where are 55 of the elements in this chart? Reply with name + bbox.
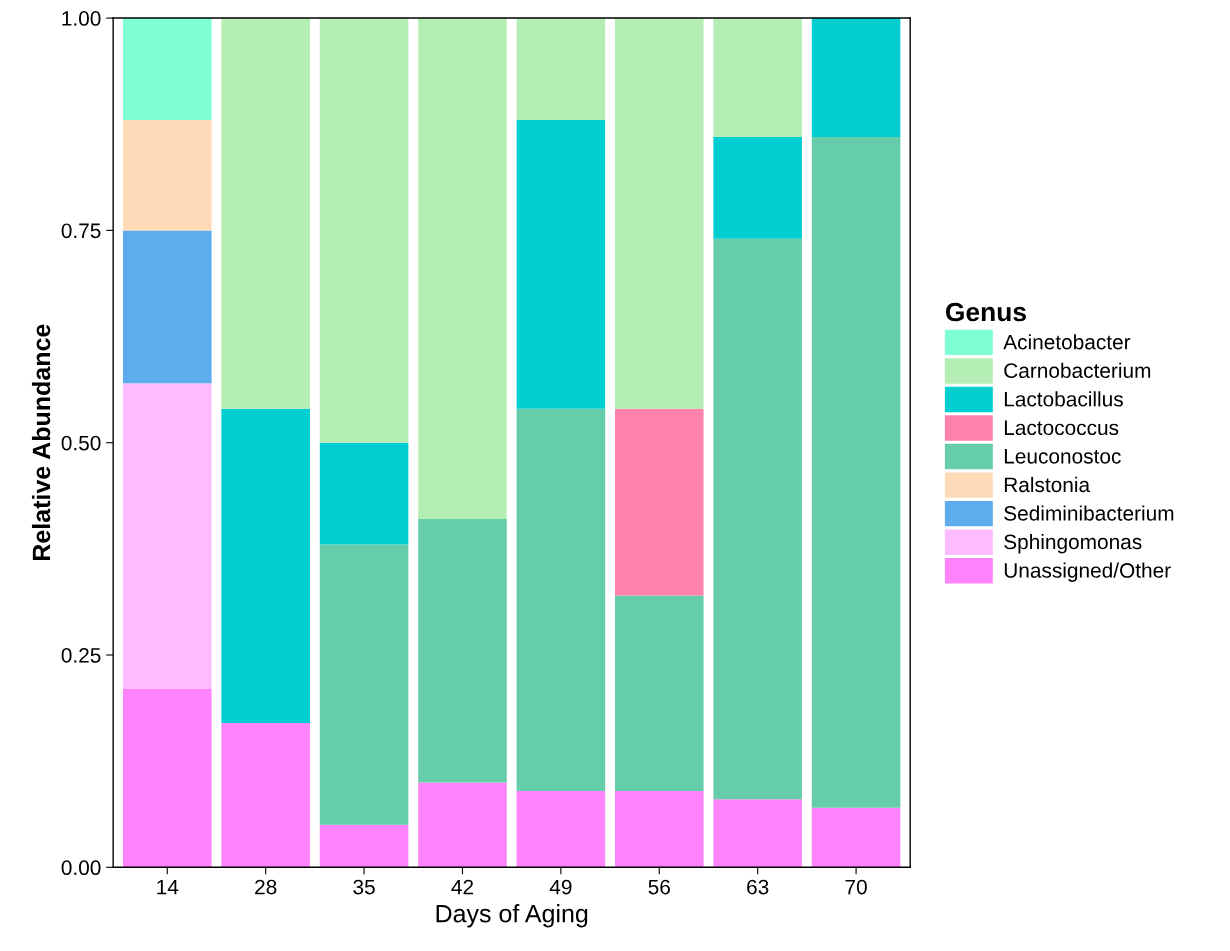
bar [123,383,212,689]
y-axis-title: Relative Abundance [31,324,51,561]
legend-label: Unassigned/Other [1004,562,1171,582]
legend-label: Carnobacterium [1004,362,1151,379]
bar [811,136,901,808]
y-tick-label: 1.00 [62,11,101,26]
x-tick-label: 63 [747,879,769,895]
x-tick-label: 35 [353,879,375,895]
x-tick-label: 42 [451,879,474,895]
y-tick-label: 0.50 [61,435,101,451]
bar [516,119,606,409]
legend-label: Leuconostoc [1004,449,1121,464]
bar [319,18,409,443]
bar [418,519,507,783]
legend-label: Sediminibacterium [1004,505,1174,521]
bar [319,824,409,868]
bar [221,722,310,868]
x-tick-label: 49 [549,879,572,895]
bar [713,799,802,868]
bar [811,807,901,868]
y-tick-label: 0.75 [61,223,101,239]
x-axis-title: Days of Aging [436,904,588,928]
y-tick-label: 0.25 [61,648,101,663]
bar [713,18,802,137]
bar [221,18,310,409]
legend-title: Genus [945,302,1026,322]
legend-label: Lactobacillus [1004,391,1123,407]
bar [123,688,212,868]
legend-label: Ralstonia [1004,476,1091,493]
bar [615,18,704,409]
bar [713,136,802,239]
legend-label: Sphingomonas [1004,533,1142,554]
bar [713,238,802,800]
x-tick-label: 56 [648,879,670,895]
bar [615,790,704,868]
x-tick-label: 28 [255,879,277,895]
x-tick-label: 14 [157,879,179,895]
bar [418,782,507,868]
bar [123,119,212,231]
bar [418,18,507,520]
bar [319,442,409,545]
bar [615,408,704,596]
legend-label: Acinetobacter [1003,334,1131,350]
bar [319,544,409,825]
legend-label: Lactococcus [1004,420,1119,436]
bar [221,408,310,723]
bar [123,18,212,120]
x-tick-label: 70 [845,879,867,895]
bar [123,230,212,384]
bar [516,18,606,120]
bar [516,408,606,791]
bar [811,18,901,137]
bar [615,595,704,791]
y-tick-label: 0.00 [61,860,101,876]
bar [516,790,606,868]
